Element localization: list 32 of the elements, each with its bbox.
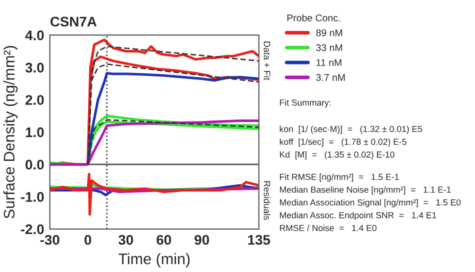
legend-label: 33 nM (316, 44, 342, 52)
text: Residuals (264, 181, 270, 220)
text: Median Association Signal [ng/mm²] = 1.5 E0 (280, 199, 461, 208)
text: Kd [M] = (1.35 ± 0.02) E-10 (280, 151, 394, 160)
x-tick-label: -30 (40, 234, 60, 245)
text: kon [1/ (sec·M)] = (1.32 ± 0.01) E5 (280, 126, 422, 134)
y-tick-label: 4.0 (25, 30, 44, 40)
text: Fit RMSE [ng/mm²] = 1.5 E-1 (280, 174, 399, 182)
x-tick-label: 135 (248, 234, 270, 245)
legend-label: 11 nM (316, 59, 342, 66)
chart-title: CSN7A (50, 16, 97, 27)
text: RMSE / Noise = 1.4 E0 (280, 224, 376, 232)
legend-label: 89 nM (316, 29, 342, 36)
text: Data + Fit (264, 42, 270, 80)
x-axis-title: Time (min) (118, 253, 190, 268)
legend-label: 3.7 nM (316, 74, 345, 81)
y-tick-label: 1.0 (26, 127, 44, 138)
text: koff [1/sec] = (1.78 ± 0.02) E-5 (280, 138, 406, 147)
y-tick-label: 2.0 (25, 95, 44, 105)
x-tick-label: 90 (194, 234, 210, 245)
y-tick-label: 0.0 (26, 160, 44, 170)
x-tick-label: 30 (118, 234, 134, 245)
y-tick-label: 3.0 (25, 62, 44, 73)
y-tick-label: -1.0 (20, 192, 44, 202)
legend-title: Probe Conc. (287, 14, 340, 22)
text: Median Baseline Noise [ng/mm²] = 1.1 E-1 (280, 186, 451, 194)
y-axis-title: Surface Density (ng/mm²) (3, 46, 18, 218)
text: Fit Summary: (280, 99, 331, 108)
y-tick-label: -2.0 (20, 224, 44, 234)
text: Median Assoc. Endpoint SNR = 1.4 E1 (280, 212, 436, 220)
x-tick-label: 0 (84, 234, 92, 245)
x-tick-label: 60 (156, 234, 172, 245)
